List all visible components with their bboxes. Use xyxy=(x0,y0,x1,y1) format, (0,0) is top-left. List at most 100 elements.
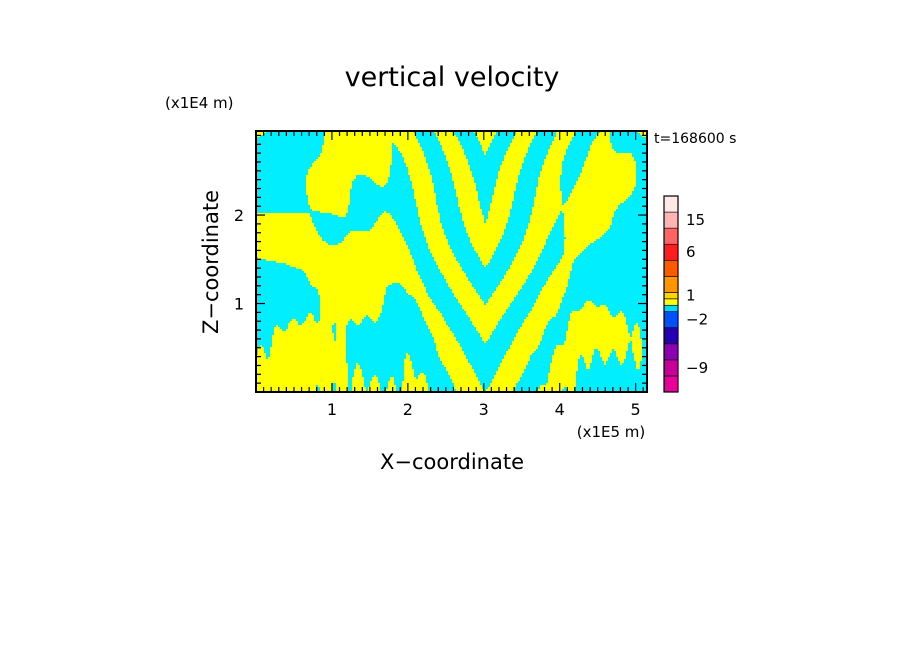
negative-velocity-cell xyxy=(520,289,542,291)
negative-velocity-cell xyxy=(382,305,418,307)
negative-velocity-cell xyxy=(256,175,306,177)
negative-velocity-cell xyxy=(362,373,404,375)
negative-velocity-cell xyxy=(358,363,404,365)
negative-velocity-cell xyxy=(416,267,438,269)
negative-velocity-cell xyxy=(346,337,434,339)
negative-velocity-cell xyxy=(316,385,318,387)
negative-velocity-cell xyxy=(572,263,647,265)
negative-velocity-cell xyxy=(468,279,502,281)
negative-velocity-cell xyxy=(256,259,266,261)
negative-velocity-cell xyxy=(256,323,288,325)
negative-velocity-cell xyxy=(386,293,408,295)
negative-velocity-cell xyxy=(542,339,566,341)
negative-velocity-cell xyxy=(562,191,572,193)
negative-velocity-cell xyxy=(526,367,550,369)
negative-velocity-cell xyxy=(428,293,454,295)
negative-velocity-cell xyxy=(410,355,438,357)
negative-velocity-cell xyxy=(472,285,498,287)
negative-velocity-cell xyxy=(562,167,582,169)
negative-velocity-cell xyxy=(592,301,647,303)
negative-velocity-cell xyxy=(590,367,636,369)
colorbar-band xyxy=(663,304,679,312)
colorbar-band xyxy=(663,211,679,229)
negative-velocity-cell xyxy=(564,295,647,297)
negative-velocity-cell xyxy=(478,191,494,193)
negative-velocity-cell xyxy=(394,383,402,385)
negative-velocity-cell xyxy=(524,369,550,371)
negative-velocity-cell xyxy=(514,191,536,193)
negative-velocity-cell xyxy=(560,177,578,179)
negative-velocity-cell xyxy=(466,357,504,359)
negative-velocity-cell xyxy=(412,363,442,365)
negative-velocity-cell xyxy=(574,135,596,137)
negative-velocity-cell xyxy=(544,247,564,249)
negative-velocity-cell xyxy=(412,361,442,363)
negative-velocity-cell xyxy=(634,189,647,191)
negative-velocity-cell xyxy=(612,315,616,317)
negative-velocity-cell xyxy=(508,217,530,219)
negative-velocity-cell xyxy=(414,375,418,377)
negative-velocity-cell xyxy=(332,327,336,329)
negative-velocity-cell xyxy=(502,235,524,237)
negative-velocity-cell xyxy=(472,283,500,285)
negative-velocity-cell xyxy=(480,295,492,297)
negative-velocity-cell xyxy=(576,373,647,375)
negative-velocity-cell xyxy=(534,137,554,139)
negative-velocity-cell xyxy=(428,167,450,169)
negative-velocity-cell xyxy=(256,143,324,145)
negative-velocity-cell xyxy=(492,141,512,143)
negative-velocity-cell xyxy=(354,179,372,181)
negative-velocity-cell xyxy=(628,345,632,347)
negative-velocity-cell xyxy=(530,143,552,145)
negative-velocity-cell xyxy=(542,335,566,337)
negative-velocity-cell xyxy=(424,285,448,287)
negative-velocity-cell xyxy=(478,197,492,199)
negative-velocity-cell xyxy=(426,159,446,161)
negative-velocity-cell xyxy=(580,357,584,359)
negative-velocity-cell xyxy=(500,319,524,321)
negative-velocity-cell xyxy=(512,201,534,203)
negative-velocity-cell xyxy=(420,145,442,147)
negative-velocity-cell xyxy=(494,329,518,331)
negative-velocity-cell xyxy=(256,309,320,311)
negative-velocity-cell xyxy=(530,359,552,361)
negative-velocity-cell xyxy=(388,179,410,181)
negative-velocity-cell xyxy=(434,191,456,193)
negative-velocity-cell xyxy=(428,383,454,385)
negative-velocity-cell xyxy=(430,173,452,175)
negative-velocity-cell xyxy=(350,195,414,197)
negative-velocity-cell xyxy=(504,233,526,235)
negative-velocity-cell xyxy=(524,283,546,285)
negative-velocity-cell xyxy=(564,387,566,389)
negative-velocity-cell xyxy=(642,349,647,351)
negative-velocity-cell xyxy=(544,331,566,333)
negative-velocity-cell xyxy=(334,337,336,339)
negative-velocity-cell xyxy=(568,283,647,285)
negative-velocity-cell xyxy=(488,339,514,341)
negative-velocity-cell xyxy=(446,323,472,325)
negative-velocity-cell xyxy=(436,307,462,309)
negative-velocity-cell xyxy=(586,247,647,249)
negative-velocity-cell xyxy=(256,275,306,277)
negative-velocity-cell xyxy=(636,167,647,169)
negative-velocity-cell xyxy=(520,379,548,381)
negative-velocity-cell xyxy=(350,193,414,195)
negative-velocity-cell xyxy=(456,135,476,137)
negative-velocity-cell xyxy=(434,185,454,187)
negative-velocity-cell xyxy=(520,173,540,175)
negative-velocity-cell xyxy=(402,233,424,235)
negative-velocity-cell xyxy=(568,147,590,149)
negative-velocity-cell xyxy=(502,317,526,319)
negative-velocity-cell xyxy=(256,199,308,201)
negative-velocity-cell xyxy=(476,183,496,185)
negative-velocity-cell xyxy=(626,355,634,357)
negative-velocity-cell xyxy=(278,325,288,327)
negative-velocity-cell xyxy=(612,217,647,219)
negative-velocity-cell xyxy=(256,311,320,313)
negative-velocity-cell xyxy=(608,229,647,231)
negative-velocity-cell xyxy=(426,377,450,379)
x-tick-label: 2 xyxy=(403,400,413,419)
negative-velocity-cell xyxy=(466,355,504,357)
negative-velocity-cell xyxy=(462,267,510,269)
negative-velocity-cell xyxy=(326,241,342,243)
